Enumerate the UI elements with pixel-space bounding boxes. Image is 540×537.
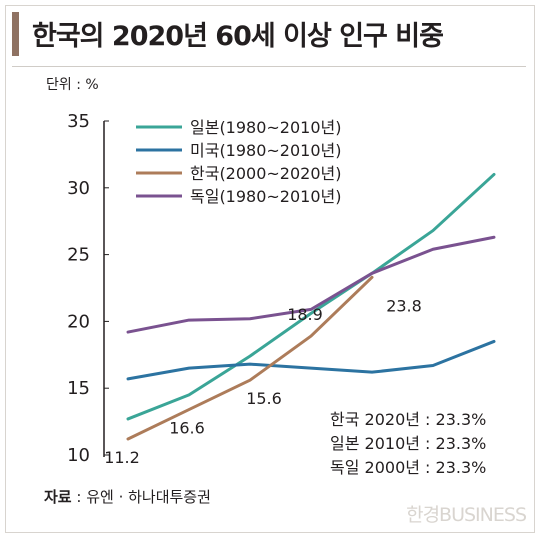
y-tick-label: 25 [67, 245, 90, 266]
data-label: 11.2 [104, 448, 140, 467]
legend: 일본(1980~2010년) 미국(1980~2010년) 한국(2000~2020… [136, 118, 342, 206]
data-label: 23.8 [386, 296, 422, 315]
series-line-3 [126, 235, 496, 334]
title-divider [12, 66, 526, 67]
note-germany: 독일 2000년 : 23.3% [330, 458, 487, 477]
data-label: 15.6 [246, 389, 282, 408]
series-line-2 [126, 275, 374, 441]
data-label: 18.9 [287, 305, 323, 324]
source-value: 유엔 · 하나대투증권 [86, 488, 211, 506]
y-tick-label: 35 [67, 111, 90, 132]
source-separator: : [71, 488, 87, 506]
y-tick-label: 10 [67, 445, 90, 466]
legend-label-1: 미국(1980~2010년) [190, 141, 342, 160]
legend-label-2: 한국(2000~2020년) [190, 164, 342, 183]
legend-label-3: 독일(1980~2010년) [190, 187, 342, 206]
y-tick-labels: 10 15 20 25 30 35 [67, 111, 109, 466]
data-labels: 11.2 16.6 15.6 18.9 23.8 [104, 296, 422, 467]
note-japan: 일본 2010년 : 23.3% [330, 434, 487, 453]
y-tick-label: 15 [67, 378, 90, 399]
y-tick-label: 20 [67, 311, 90, 332]
chart-frame [5, 5, 535, 533]
note-korea: 한국 2020년 : 23.3% [330, 410, 487, 429]
source-line: 자료 : 유엔 · 하나대투증권 [44, 486, 211, 507]
source-key: 자료 [44, 488, 72, 506]
legend-label-0: 일본(1980~2010년) [190, 118, 342, 137]
title-accent-bar [12, 12, 19, 56]
series-line-0 [126, 172, 496, 421]
chart-title: 한국의 2020년 60세 이상 인구 비중 [32, 21, 444, 52]
series-lines [126, 172, 496, 441]
data-label: 16.6 [169, 419, 205, 438]
series-line-1 [126, 339, 496, 381]
publisher-logo: 한경BUSINESS [406, 504, 527, 526]
y-tick-label: 30 [67, 178, 90, 199]
unit-label: 단위 : % [46, 77, 99, 93]
